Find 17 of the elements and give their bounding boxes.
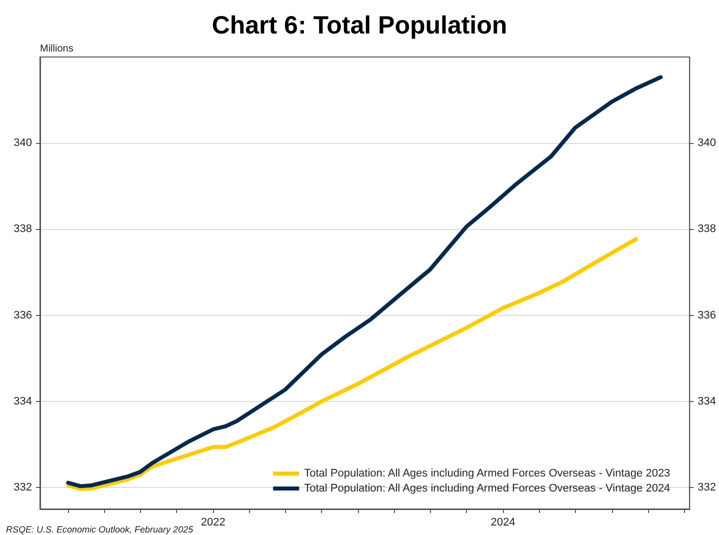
y-tick-label: 334 <box>14 395 32 408</box>
y2-tick-label: 340 <box>698 137 716 150</box>
y2-tick-label: 334 <box>698 395 716 408</box>
x-tick-label: 2024 <box>490 516 516 528</box>
chart-title: Chart 6: Total Population <box>212 12 508 40</box>
legend-label: Total Population: All Ages including Armed Forces Overseas - Vintage 2024 <box>304 482 670 494</box>
y-tick-label: 340 <box>14 137 32 150</box>
y-axis-title: Millions <box>40 44 74 54</box>
y-tick-label: 332 <box>14 481 32 494</box>
text: RSQE: U.S. Economic Outlook, February 2025 <box>6 524 194 534</box>
x-tick-label: 2022 <box>200 516 226 528</box>
y2-tick-label: 332 <box>698 481 716 494</box>
y-tick-label: 336 <box>14 309 32 322</box>
y-tick-label: 338 <box>14 223 32 236</box>
y2-tick-label: 338 <box>698 223 716 236</box>
legend-label: Total Population: All Ages including Armed Forces Overseas - Vintage 2023 <box>304 468 670 480</box>
y2-tick-label: 336 <box>698 309 716 322</box>
